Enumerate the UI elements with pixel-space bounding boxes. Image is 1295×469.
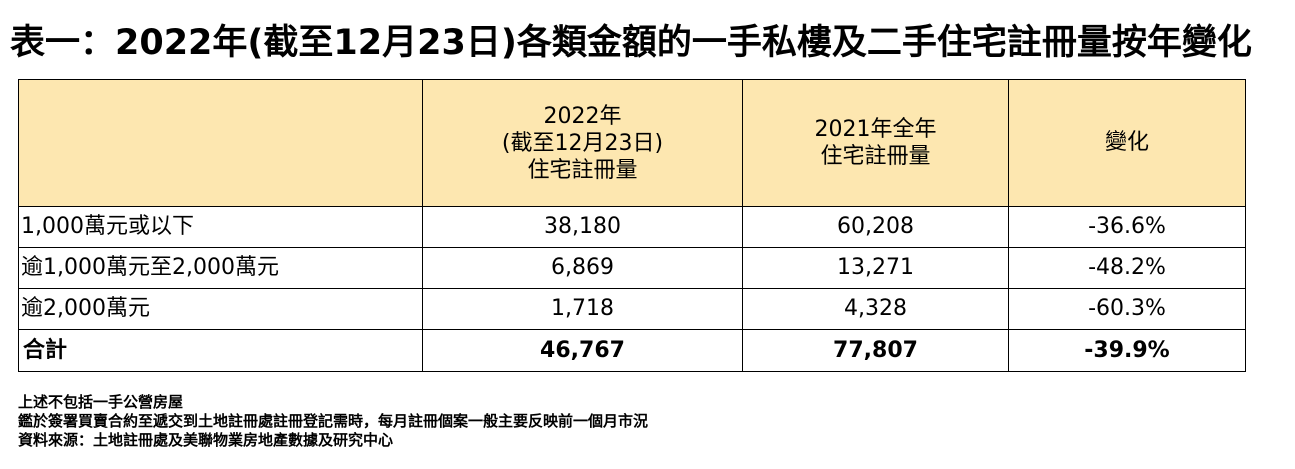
table-header-row: 2022年 (截至12月23日) 住宅註冊量 2021年全年 住宅註冊量 變化 xyxy=(18,79,1246,207)
total-label: 合計 xyxy=(18,329,423,372)
header-2022: 2022年 (截至12月23日) 住宅註冊量 xyxy=(422,79,743,207)
header-2021-line-2: 住宅註冊量 xyxy=(820,144,931,169)
total-2022-value: 46,767 xyxy=(422,329,743,372)
page-title: 表一：2022年(截至12月23日)各類金額的一手私樓及二手住宅註冊量按年變化 xyxy=(10,23,1252,63)
table-row: 逾2,000萬元 1,718 4,328 -60.3% xyxy=(18,288,1246,330)
header-2021-line-1: 2021年全年 xyxy=(814,117,937,142)
row-change-value: -48.2% xyxy=(1008,247,1246,289)
header-2022-line-3: 住宅註冊量 xyxy=(527,157,638,183)
row-change-value: -60.3% xyxy=(1008,288,1246,330)
header-category xyxy=(18,79,423,207)
footnote-timing: 鑑於簽署買賣合約至遞交到土地註冊處註冊登記需時，每月註冊個案一般主要反映前一個月… xyxy=(18,412,649,430)
row-2022-value: 38,180 xyxy=(422,206,743,248)
header-2022-line-2: (截至12月23日) xyxy=(501,130,664,156)
row-label: 1,000萬元或以下 xyxy=(18,206,423,248)
row-2021-value: 4,328 xyxy=(742,288,1009,330)
row-2021-value: 60,208 xyxy=(742,206,1009,248)
total-change-value: -39.9% xyxy=(1008,329,1246,372)
row-label: 逾2,000萬元 xyxy=(18,288,423,330)
row-change-value: -36.6% xyxy=(1008,206,1246,248)
row-label: 逾1,000萬元至2,000萬元 xyxy=(18,247,423,289)
total-2021-value: 77,807 xyxy=(742,329,1009,372)
total-row: 合計 46,767 77,807 -39.9% xyxy=(18,329,1246,372)
table-row: 1,000萬元或以下 38,180 60,208 -36.6% xyxy=(18,206,1246,248)
table-row: 逾1,000萬元至2,000萬元 6,869 13,271 -48.2% xyxy=(18,247,1246,289)
header-2022-line-1: 2022年 xyxy=(543,103,622,129)
header-2021: 2021年全年 住宅註冊量 xyxy=(742,79,1009,207)
footnotes: 上述不包括一手公營房屋 鑑於簽署買賣合約至遞交到土地註冊處註冊登記需時，每月註冊… xyxy=(18,393,648,450)
row-2022-value: 1,718 xyxy=(422,288,743,330)
header-change: 變化 xyxy=(1008,79,1246,207)
row-2022-value: 6,869 xyxy=(422,247,743,289)
row-2021-value: 13,271 xyxy=(742,247,1009,289)
footnote-source: 資料來源：土地註冊處及美聯物業房地產數據及研究中心 xyxy=(18,431,394,449)
registration-table: 2022年 (截至12月23日) 住宅註冊量 2021年全年 住宅註冊量 變化 … xyxy=(18,79,1246,372)
footnote-exclusion: 上述不包括一手公營房屋 xyxy=(18,393,184,411)
